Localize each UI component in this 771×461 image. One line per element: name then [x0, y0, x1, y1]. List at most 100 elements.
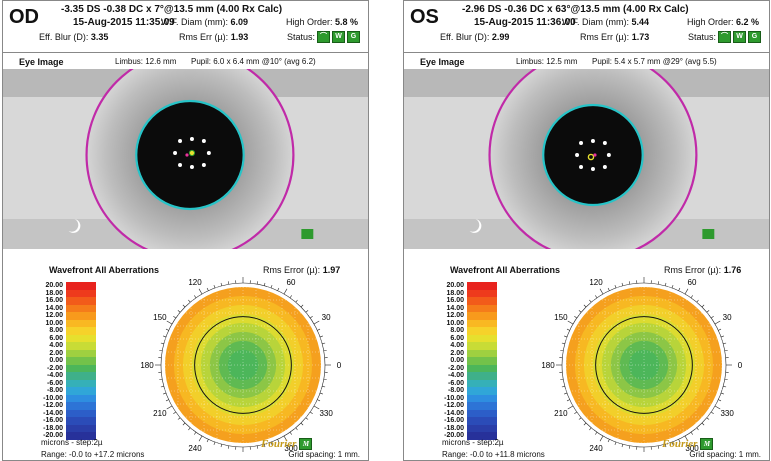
pupil-value: Pupil: 5.4 x 5.7 mm @29° (avg 5.5): [592, 57, 717, 66]
high-order-label: High Order:: [686, 17, 734, 27]
wf-diam: W.F. Diam (mm): 6.09: [161, 17, 248, 27]
w-status-icon[interactable]: W: [733, 31, 746, 43]
angle-label: 330: [319, 409, 333, 418]
pupil-outline: [194, 316, 292, 414]
angle-tick: [166, 405, 173, 410]
eff-blur-label: Eff. Blur (D):: [440, 32, 490, 42]
scale-swatch: [467, 327, 497, 335]
scale-label: -6.00: [448, 379, 464, 387]
scale-swatch: [66, 289, 96, 297]
limbus-ring: [488, 69, 698, 249]
angle-tick: [607, 287, 610, 291]
angle-tick: [277, 287, 280, 291]
angle-tick: [309, 411, 313, 414]
angle-tick: [165, 328, 169, 331]
eye-image[interactable]: [3, 69, 368, 249]
scale-label: 0.00: [49, 357, 63, 364]
scale-swatch: [467, 364, 497, 372]
angle-tick: [295, 299, 298, 303]
angle-tick: [599, 435, 604, 442]
angle-tick: [696, 299, 699, 303]
wavefront-title: Wavefront All Aberrations: [49, 265, 160, 275]
wavefront-map[interactable]: 9060300330300270240210180150120: [524, 277, 764, 452]
angle-tick: [564, 335, 568, 338]
angle-tick: [589, 299, 592, 303]
w-status-icon[interactable]: W: [332, 31, 345, 43]
rms-error-value: 1.97: [322, 265, 341, 275]
refraction-text: -3.35 DS -0.38 DC x 7°@13.5 mm (4.00 Rx …: [61, 4, 283, 15]
scale-swatch: [66, 327, 96, 335]
angle-label: 240: [188, 444, 202, 452]
scale-label: 18.00: [45, 289, 63, 297]
scale-label: -10.00: [444, 394, 464, 402]
scale-row: -10.00: [23, 394, 133, 402]
angle-tick: [198, 288, 203, 295]
scale-row: 16.00: [23, 297, 133, 305]
eff-blur-value: 2.99: [491, 32, 510, 42]
scale-swatch: [467, 357, 497, 365]
scale-row: 10.00: [424, 319, 534, 327]
eye-image[interactable]: [404, 69, 769, 249]
angle-tick: [319, 392, 323, 395]
angle-tick: [256, 445, 259, 449]
g-status-icon[interactable]: G: [748, 31, 761, 43]
angle-tick: [621, 282, 624, 286]
angle-tick: [283, 435, 288, 442]
g-status-icon[interactable]: G: [347, 31, 360, 43]
angle-tick: [305, 310, 309, 313]
angle-label: 30: [723, 313, 732, 322]
limbus-ring: [85, 69, 295, 249]
angle-tick: [671, 441, 674, 445]
angle-label: 240: [589, 444, 603, 452]
scan-icon[interactable]: ⌒: [718, 31, 731, 43]
fourier-text: Fourier: [662, 438, 698, 450]
eye-label: OS: [410, 6, 439, 28]
scale-label: 20.00: [45, 282, 63, 289]
scale-row: 12.00: [23, 312, 133, 320]
rms-error: Rms Error (µ): 1.76: [664, 265, 741, 275]
wavefront-map[interactable]: 9060300330300270240210180150120: [123, 277, 363, 452]
wf-diam-value: 5.44: [631, 17, 650, 27]
scale-row: 18.00: [424, 289, 534, 297]
angle-tick: [163, 335, 167, 338]
scale-row: 18.00: [23, 289, 133, 297]
angle-tick: [159, 378, 163, 381]
angle-tick: [621, 444, 624, 448]
scale-swatch: [66, 334, 96, 342]
scale-row: 0.00: [424, 357, 534, 365]
scale-swatch: [467, 319, 497, 327]
angle-tick: [560, 349, 564, 352]
range-text: Range: -0.0 to +17.2 microns: [41, 450, 145, 459]
angle-label: 180: [541, 361, 555, 370]
angle-tick: [614, 441, 617, 445]
angle-tick: [165, 399, 169, 402]
range-text: Range: -0.0 to +11.8 microns: [442, 450, 545, 459]
scale-label: -16.00: [43, 417, 63, 424]
scale-row: 12.00: [424, 312, 534, 320]
scale-label: 12.00: [446, 312, 464, 319]
angle-label: 180: [140, 361, 154, 370]
wf-diam-value: 6.09: [230, 17, 249, 27]
wf-diam-label: W.F. Diam (mm):: [562, 17, 629, 27]
scale-label: 10.00: [446, 319, 464, 327]
scale-label: 20.00: [446, 282, 464, 289]
scale-label: 14.00: [446, 304, 464, 312]
angle-tick: [213, 285, 216, 289]
fourier-logo: Fourier M: [261, 438, 313, 450]
scale-swatch: [66, 312, 96, 320]
scale-label: -8.00: [448, 387, 464, 394]
angle-tick: [163, 392, 167, 395]
scale-row: -14.00: [23, 409, 133, 417]
scale-label: 4.00: [450, 342, 464, 349]
scale-label: -4.00: [47, 372, 63, 379]
angle-tick: [714, 320, 721, 325]
angle-tick: [289, 431, 292, 435]
scale-row: -8.00: [424, 387, 534, 395]
angle-tick: [678, 287, 681, 291]
scale-row: -16.00: [424, 417, 534, 425]
scale-label: -10.00: [43, 394, 63, 402]
angle-tick: [322, 385, 326, 388]
eye-image-title: Eye Image: [19, 57, 64, 67]
angle-tick: [678, 439, 681, 443]
scan-icon[interactable]: ⌒: [317, 31, 330, 43]
